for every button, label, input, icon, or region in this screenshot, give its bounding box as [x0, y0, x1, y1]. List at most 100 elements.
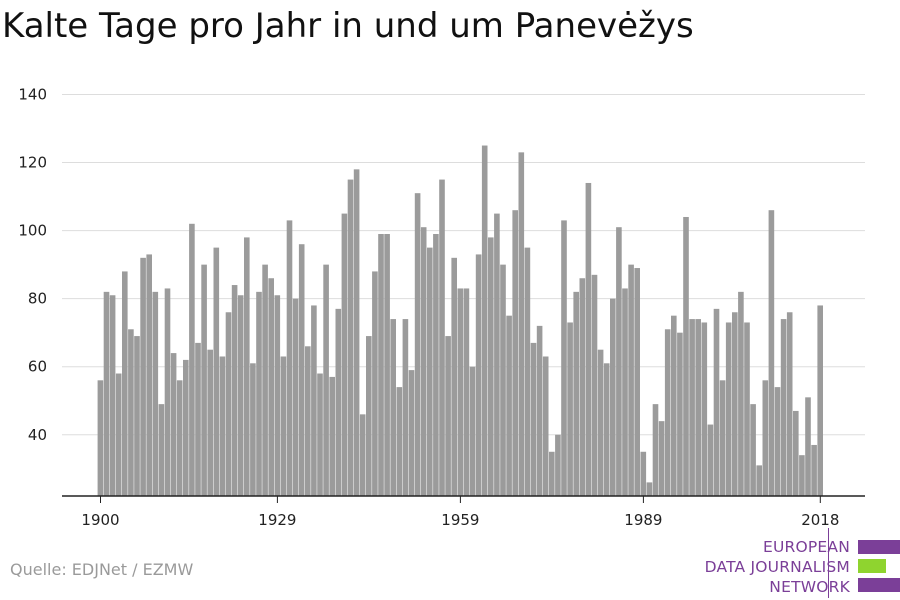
bar-1979	[579, 278, 586, 496]
bar-1948	[390, 319, 396, 496]
y-tick-label: 60	[28, 358, 47, 376]
bar-2015	[799, 455, 805, 496]
bar-2008	[756, 465, 762, 496]
logo-text-data-journalism: DATA JOURNALISM	[704, 558, 850, 576]
source-note: Quelle: EDJNet / EZMW	[10, 560, 194, 579]
bar-1911	[164, 288, 171, 496]
bar-1905	[128, 329, 134, 496]
bar-1996	[683, 216, 689, 497]
bar-1973	[542, 356, 549, 496]
bar-1950	[402, 319, 409, 496]
logo-divider	[828, 528, 829, 598]
bar-1995	[677, 332, 683, 496]
bar-1909	[152, 291, 159, 496]
bar-1940	[341, 213, 348, 496]
bar-1981	[591, 274, 598, 496]
bar-1900	[97, 380, 104, 496]
x-tick-label: 2018	[801, 511, 839, 529]
bar-1969	[518, 152, 525, 497]
bar-2001	[713, 308, 720, 496]
bar-1961	[469, 366, 476, 496]
bar-1956	[439, 179, 445, 497]
x-tick-label: 1929	[258, 511, 296, 529]
bar-1907	[140, 257, 146, 496]
bar-1910	[158, 404, 165, 496]
bar-1941	[347, 179, 354, 497]
bar-1920	[219, 356, 226, 496]
y-tick-label: 80	[28, 290, 47, 308]
bar-1953	[420, 227, 427, 496]
bar-1957	[445, 336, 451, 496]
bar-2016	[805, 397, 811, 496]
logo-text-european: EUROPEAN	[762, 538, 850, 556]
logo-bar-green	[858, 559, 886, 573]
bar-1974	[549, 451, 555, 496]
bar-1939	[335, 308, 342, 496]
bar-2012	[780, 319, 787, 496]
bar-1952	[414, 193, 421, 497]
bar-1992	[658, 421, 665, 496]
bar-1946	[378, 234, 384, 496]
bar-1921	[225, 312, 232, 496]
logo-bar-purple-bottom	[858, 578, 900, 592]
bar-1976	[561, 220, 567, 496]
bar-1947	[384, 234, 390, 496]
bar-2014	[793, 410, 799, 496]
bar-1991	[652, 404, 659, 496]
bar-2007	[750, 404, 756, 496]
bar-1901	[103, 291, 110, 496]
bar-1994	[671, 315, 677, 496]
x-tick-label: 1900	[81, 511, 119, 529]
bar-1930	[280, 356, 287, 496]
bar-1959	[457, 288, 464, 496]
bar-1983	[603, 363, 610, 496]
bar-1912	[170, 353, 177, 496]
bar-1937	[323, 264, 329, 496]
bar-1987	[628, 264, 634, 496]
bar-1916	[195, 342, 201, 496]
bar-1988	[634, 268, 640, 496]
bar-1944	[366, 336, 372, 496]
bar-1908	[146, 254, 152, 496]
bar-1927	[262, 264, 268, 496]
bar-1989	[640, 451, 647, 496]
bar-1936	[317, 373, 323, 496]
bar-2002	[719, 380, 726, 496]
bar-1915	[189, 223, 195, 496]
bar-1931	[286, 220, 293, 496]
bar-1990	[646, 482, 653, 496]
bar-2004	[732, 312, 738, 496]
bar-2006	[744, 322, 750, 496]
bar-1993	[664, 329, 671, 496]
y-tick-label: 120	[18, 154, 47, 172]
x-tick-label: 1989	[624, 511, 662, 529]
edjnet-logo[interactable]: EUROPEAN DATA JOURNALISM NETWORK	[690, 528, 900, 598]
bar-1932	[292, 298, 299, 496]
bar-1951	[408, 370, 415, 496]
bar-1928	[268, 278, 274, 496]
x-axis-labels: 1900 1929 1959 1989 2018	[81, 496, 839, 529]
logo-bar-purple-top	[858, 540, 900, 554]
bar-1943	[359, 414, 366, 496]
y-tick-label: 140	[18, 86, 47, 104]
bar-1998	[695, 319, 701, 496]
bar-1965	[494, 213, 500, 496]
bar-1975	[555, 434, 561, 496]
bar-1971	[530, 342, 537, 496]
bar-1929	[274, 295, 281, 496]
bar-2000	[707, 424, 714, 496]
bar-1963	[481, 145, 488, 496]
bar-1968	[512, 210, 518, 496]
bar-1918	[207, 349, 213, 496]
bar-1913	[176, 380, 183, 496]
chart-title: Kalte Tage pro Jahr in und um Panevėžys	[2, 6, 694, 46]
bar-1924	[244, 237, 250, 496]
bar-1902	[109, 295, 116, 496]
bars	[97, 145, 823, 497]
bar-1985	[616, 227, 622, 496]
bar-1982	[597, 349, 604, 496]
bar-1923	[237, 295, 244, 496]
bar-1954	[427, 247, 433, 496]
bar-1945	[372, 271, 378, 496]
